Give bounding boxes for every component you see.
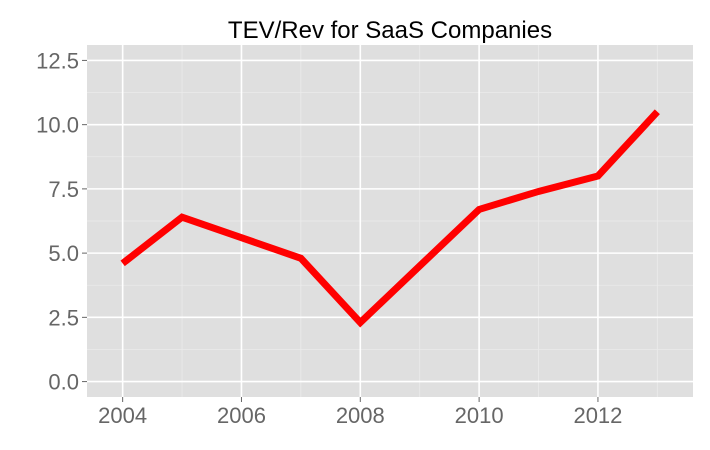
y-tick-label: 0.0	[48, 370, 79, 395]
axes: 0.0 2.5 5.0 7.5 10.0 12.5 2004 2006 2008 2010 2012	[36, 48, 622, 428]
x-tick-label: 2012	[573, 403, 622, 428]
chart-title: TEV/Rev for SaaS Companies	[228, 17, 552, 44]
x-tick-label: 2008	[336, 403, 385, 428]
series-line	[120, 109, 660, 328]
y-tick-label: 12.5	[36, 48, 79, 73]
y-tick-label: 2.5	[48, 305, 79, 330]
series-layer	[120, 109, 660, 328]
y-tick-label: 5.0	[48, 241, 79, 266]
x-tick-label: 2006	[217, 403, 266, 428]
y-tick-label: 7.5	[48, 177, 79, 202]
y-tick-label: 10.0	[36, 113, 79, 138]
x-tick-label: 2010	[455, 403, 504, 428]
x-tick-label: 2004	[98, 403, 147, 428]
